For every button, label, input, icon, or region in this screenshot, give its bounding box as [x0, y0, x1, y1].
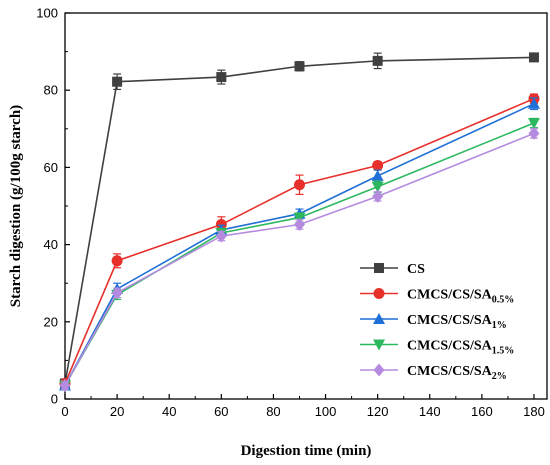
series-line [64, 132, 535, 386]
x-tick-label: 80 [266, 404, 280, 419]
series-line [64, 102, 535, 386]
x-tick-label: 120 [367, 404, 389, 419]
y-tick-label: 0 [51, 392, 58, 407]
data-point [111, 286, 123, 300]
legend: CS CMCS/CS/SA0.5% CMCS/CS/SA1% CMCS/CS/SA1.… [360, 262, 514, 382]
y-axis-title: Starch digestion (g/100g starch) [8, 105, 24, 307]
legend-item-3: CMCS/CS/SA1% [360, 313, 507, 331]
legend-label: CMCS/CS/SA1.5% [407, 339, 514, 357]
axis-ticks: 0 20 40 60 80 100 120 140 160 180 0 20 40 60 80 100 [36, 6, 545, 420]
series-line [64, 97, 535, 384]
data-point [111, 255, 123, 267]
legend-item-1: CS [360, 262, 425, 277]
data-point [216, 72, 227, 83]
series-5 [59, 126, 540, 392]
data-point [293, 218, 305, 232]
x-tick-label: 160 [471, 404, 493, 419]
x-tick-label: 0 [61, 404, 68, 419]
legend-label: CMCS/CS/SA0.5% [407, 288, 514, 306]
y-tick-label: 80 [44, 83, 58, 98]
x-tick-label: 180 [523, 404, 545, 419]
legend-label: CMCS/CS/SA2% [407, 364, 507, 382]
data-point [528, 52, 539, 63]
data-point [293, 179, 305, 191]
data-point [372, 189, 384, 203]
y-tick-label: 60 [44, 160, 58, 175]
series-group [59, 52, 540, 392]
data-point [527, 118, 540, 130]
legend-item-4: CMCS/CS/SA1.5% [360, 339, 514, 357]
data-point [215, 229, 227, 243]
x-tick-label: 60 [214, 404, 228, 419]
legend-label: CS [407, 262, 425, 277]
legend-marker [373, 313, 385, 324]
data-point [294, 61, 305, 72]
legend-marker [373, 339, 385, 351]
x-tick-label: 20 [110, 404, 124, 419]
legend-marker [373, 363, 385, 377]
data-point [372, 55, 383, 66]
x-tick-label: 100 [315, 404, 337, 419]
y-tick-label: 100 [36, 6, 58, 21]
data-point [59, 378, 71, 392]
legend-marker [373, 288, 385, 299]
legend-marker [374, 263, 384, 273]
data-point [528, 126, 540, 140]
x-axis-title: Digestion time (min) [241, 443, 372, 459]
data-point [527, 97, 540, 109]
legend-label: CMCS/CS/SA1% [407, 313, 507, 331]
legend-item-5: CMCS/CS/SA2% [360, 363, 507, 382]
x-tick-label: 140 [419, 404, 441, 419]
legend-subscript: 1.5% [492, 346, 515, 357]
y-tick-label: 40 [44, 237, 58, 252]
data-point [372, 159, 384, 171]
y-tick-label: 20 [44, 314, 58, 329]
x-tick-label: 40 [162, 404, 176, 419]
legend-item-2: CMCS/CS/SA0.5% [360, 288, 514, 306]
series-line [64, 56, 534, 384]
legend-subscript: 1% [492, 320, 507, 331]
data-point [371, 169, 384, 181]
legend-subscript: 2% [492, 371, 507, 382]
legend-subscript: 0.5% [492, 295, 515, 306]
data-point [371, 181, 384, 193]
data-point [112, 76, 123, 87]
